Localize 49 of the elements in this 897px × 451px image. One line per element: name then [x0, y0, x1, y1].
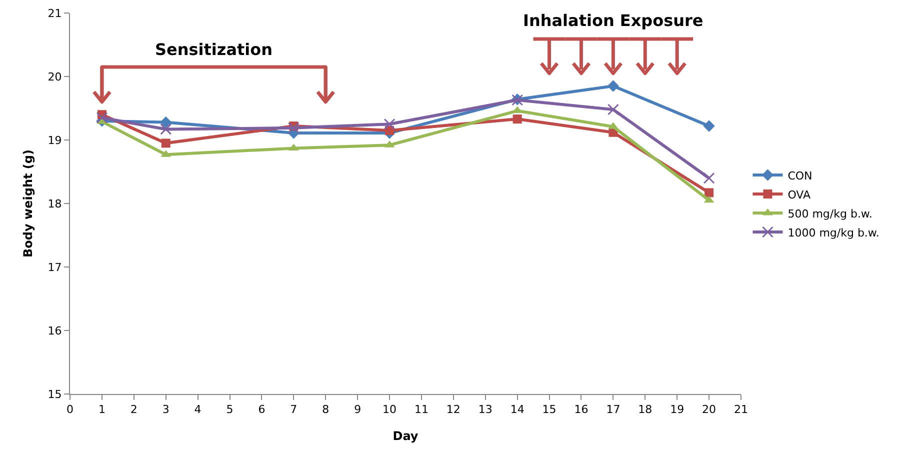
y-axis-title: Body weight (g)	[21, 150, 36, 258]
point	[160, 123, 172, 135]
x-tick-label: 2	[130, 403, 138, 416]
x-axis-title: Day	[392, 429, 418, 443]
x-tick-label: 14	[510, 403, 524, 416]
y-tick-label: 21	[48, 6, 62, 20]
point	[160, 116, 172, 128]
x-tick-label: 20	[702, 403, 716, 416]
x-tick-label: 9	[354, 403, 362, 416]
x-tick-label: 3	[162, 403, 170, 416]
x-tick-label: 19	[670, 403, 684, 416]
legend-label: 500 mg/kg b.w.	[788, 207, 872, 220]
annotation: Inhalation Exposure	[523, 11, 704, 30]
point	[384, 118, 396, 130]
point	[288, 122, 300, 134]
point	[704, 188, 714, 198]
x-tick-label: 8	[322, 403, 330, 416]
x-tick-label: 11	[414, 403, 428, 416]
y-tick-label: 19	[48, 134, 62, 147]
point	[512, 114, 522, 124]
point	[607, 104, 619, 116]
x-tick-label: 0	[66, 403, 74, 416]
x-tick-label: 18	[638, 403, 652, 416]
x-tick-label: 12	[446, 403, 460, 416]
point	[161, 138, 170, 148]
x-tick-label: 6	[258, 403, 266, 416]
legend-label: 1000 mg/kg b.w.	[788, 226, 880, 240]
x-tick-label: 5	[226, 403, 234, 416]
y-tick-label: 16	[48, 324, 62, 338]
x-tick-label: 7	[290, 403, 298, 416]
x-tick-label: 4	[194, 403, 202, 416]
y-tick-label: 18	[48, 197, 62, 210]
point	[607, 80, 620, 92]
legend-label: CON	[788, 169, 812, 182]
legend-label: OVA	[788, 188, 811, 202]
point	[703, 172, 715, 184]
y-tick-label: 15	[48, 388, 62, 401]
point	[703, 120, 715, 132]
x-tick-label: 15	[542, 403, 556, 416]
point	[96, 112, 108, 124]
x-tick-label: 17	[606, 403, 620, 416]
annotation: Sensitization	[155, 40, 273, 59]
x-tick-label: 1	[98, 403, 106, 416]
x-tick-label: 13	[478, 403, 492, 416]
x-tick-label: 10	[382, 403, 397, 416]
x-tick-label: 16	[574, 403, 588, 416]
y-tick-label: 17	[48, 260, 62, 274]
y-tick-label: 20	[48, 70, 62, 84]
x-tick-label: 21	[734, 403, 748, 416]
